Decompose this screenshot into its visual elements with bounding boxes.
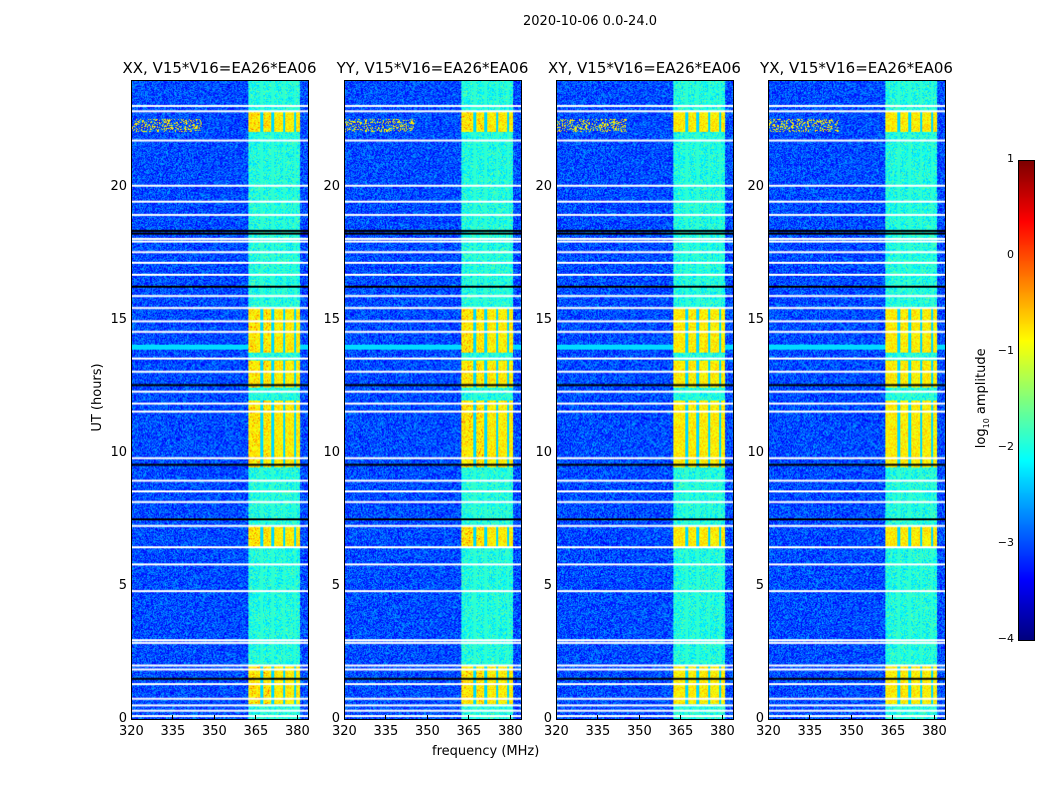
x-tick-label: 320: [119, 724, 144, 739]
y-tick-label: 0: [331, 711, 340, 726]
x-tick-mark: [213, 715, 215, 719]
x-tick-label: 365: [880, 724, 906, 739]
y-tick-label: 20: [323, 178, 340, 194]
x-tick-label: 365: [243, 724, 269, 739]
y-tick-label: 15: [323, 311, 340, 327]
y-tick-label: 10: [110, 444, 127, 460]
colorbar: [1018, 160, 1035, 641]
x-tick-mark: [556, 715, 557, 719]
x-tick-mark: [721, 715, 723, 719]
panel-title: YX, V15*V16=EA26*EA06: [760, 59, 953, 77]
x-tick-mark: [638, 715, 640, 719]
heatmap-panel-yy: [344, 80, 522, 720]
x-tick-label: 320: [544, 724, 569, 739]
colorbar-label: log10 amplitude: [974, 348, 991, 449]
y-tick-label: 10: [535, 444, 552, 460]
x-tick-mark: [468, 715, 470, 719]
x-tick-mark: [344, 715, 345, 719]
x-tick-mark: [850, 715, 852, 719]
x-tick-label: 365: [456, 724, 482, 739]
y-axis-label: UT (hours): [90, 363, 105, 432]
colorbar-tick-label: 1: [1007, 152, 1014, 165]
x-tick-mark: [426, 715, 428, 719]
colorbar-tick-label: −3: [997, 536, 1014, 549]
x-tick-label: 335: [373, 724, 399, 739]
y-tick-label: 15: [747, 311, 764, 327]
x-tick-label: 350: [201, 724, 227, 739]
y-tick-label: 0: [755, 711, 764, 726]
x-tick-mark: [597, 715, 599, 719]
y-tick-label: 10: [747, 444, 764, 460]
y-tick-label: 5: [118, 577, 127, 593]
x-tick-mark: [385, 715, 387, 719]
x-tick-label: 380: [709, 724, 735, 739]
colorbar-tick-label: −1: [997, 344, 1014, 357]
x-tick-label: 335: [160, 724, 186, 739]
y-tick-label: 20: [110, 178, 127, 194]
heatmap-panel-xy: [556, 80, 734, 720]
x-tick-mark: [131, 715, 132, 719]
y-tick-label: 20: [747, 178, 764, 194]
x-tick-mark: [509, 715, 511, 719]
x-tick-label: 365: [668, 724, 694, 739]
x-tick-mark: [172, 715, 174, 719]
figure-title: 2020-10-06 0.0-24.0: [523, 14, 657, 29]
panel-title: XY, V15*V16=EA26*EA06: [548, 59, 741, 77]
y-tick-label: 0: [118, 711, 127, 726]
panel-title: XX, V15*V16=EA26*EA06: [122, 59, 317, 77]
x-tick-label: 380: [921, 724, 947, 739]
x-tick-label: 320: [756, 724, 781, 739]
y-tick-label: 5: [331, 577, 340, 593]
panel-title: YY, V15*V16=EA26*EA06: [336, 59, 529, 77]
x-tick-mark: [680, 715, 682, 719]
y-tick-label: 5: [755, 577, 764, 593]
x-tick-label: 380: [284, 724, 310, 739]
x-tick-label: 335: [585, 724, 611, 739]
y-tick-label: 0: [543, 711, 552, 726]
heatmap-panel-xx: [131, 80, 309, 720]
heatmap-panel-yx: [768, 80, 946, 720]
y-tick-label: 15: [535, 311, 552, 327]
x-tick-mark: [809, 715, 811, 719]
x-tick-mark: [768, 715, 769, 719]
colorbar-tick-label: −2: [997, 440, 1014, 453]
colorbar-tick-label: 0: [1007, 248, 1014, 261]
x-tick-mark: [892, 715, 894, 719]
colorbar-tick-label: −4: [997, 632, 1014, 645]
y-tick-label: 5: [543, 577, 552, 593]
x-tick-label: 350: [838, 724, 864, 739]
y-tick-label: 15: [110, 311, 127, 327]
x-tick-label: 350: [414, 724, 440, 739]
x-tick-label: 350: [626, 724, 652, 739]
x-tick-mark: [296, 715, 298, 719]
x-tick-label: 335: [797, 724, 823, 739]
x-tick-mark: [255, 715, 257, 719]
x-tick-label: 320: [332, 724, 357, 739]
y-tick-label: 10: [323, 444, 340, 460]
x-tick-mark: [933, 715, 935, 719]
x-tick-label: 380: [497, 724, 523, 739]
x-axis-label: frequency (MHz): [432, 744, 540, 759]
y-tick-label: 20: [535, 178, 552, 194]
